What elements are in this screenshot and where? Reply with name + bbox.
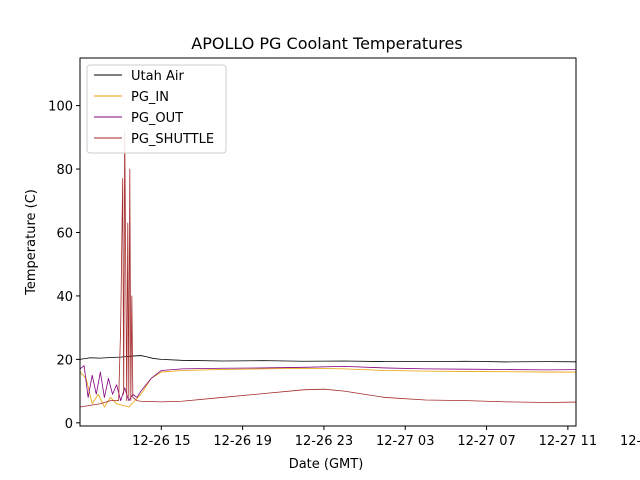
x-tick-label: 12-27 15 xyxy=(620,434,640,449)
y-axis-label: Temperature (C) xyxy=(24,189,39,296)
y-tick-label: 60 xyxy=(56,226,73,241)
series-line-1 xyxy=(80,367,576,408)
legend-label: PG_OUT xyxy=(131,111,183,126)
legend-items: Utah Air PG_IN PG_OUT PG_SHUTTLE xyxy=(94,69,214,147)
x-tick-label: 12-26 15 xyxy=(132,434,190,449)
x-axis-ticks: 12-26 15 12-26 19 12-26 23 12-27 03 12-27 07… xyxy=(132,426,640,449)
x-tick-label: 12-27 03 xyxy=(376,434,434,449)
x-tick-label: 12-26 19 xyxy=(213,434,271,449)
legend-label: Utah Air xyxy=(131,69,184,84)
y-axis-ticks: 0 20 40 60 80 100 xyxy=(48,100,80,432)
y-tick-label: 40 xyxy=(56,290,73,305)
series-line-3 xyxy=(80,130,576,408)
chart-title: APOLLO PG Coolant Temperatures xyxy=(191,34,462,53)
x-tick-label: 12-27 11 xyxy=(539,434,597,449)
y-tick-label: 80 xyxy=(56,163,73,178)
legend-label: PG_SHUTTLE xyxy=(131,132,214,147)
y-tick-label: 0 xyxy=(65,417,73,432)
legend-box xyxy=(86,64,227,154)
x-tick-label: 12-27 07 xyxy=(457,434,515,449)
series-line-2 xyxy=(80,365,576,402)
legend-label: PG_IN xyxy=(131,90,169,105)
plot-frame xyxy=(79,57,577,427)
y-tick-label: 100 xyxy=(48,100,73,115)
series-layer xyxy=(80,130,576,408)
x-tick-label: 12-26 23 xyxy=(295,434,353,449)
y-tick-label: 20 xyxy=(56,353,73,368)
legend: Utah Air PG_IN PG_OUT PG_SHUTTLE xyxy=(86,64,227,154)
x-axis-label: Date (GMT) xyxy=(289,457,364,472)
